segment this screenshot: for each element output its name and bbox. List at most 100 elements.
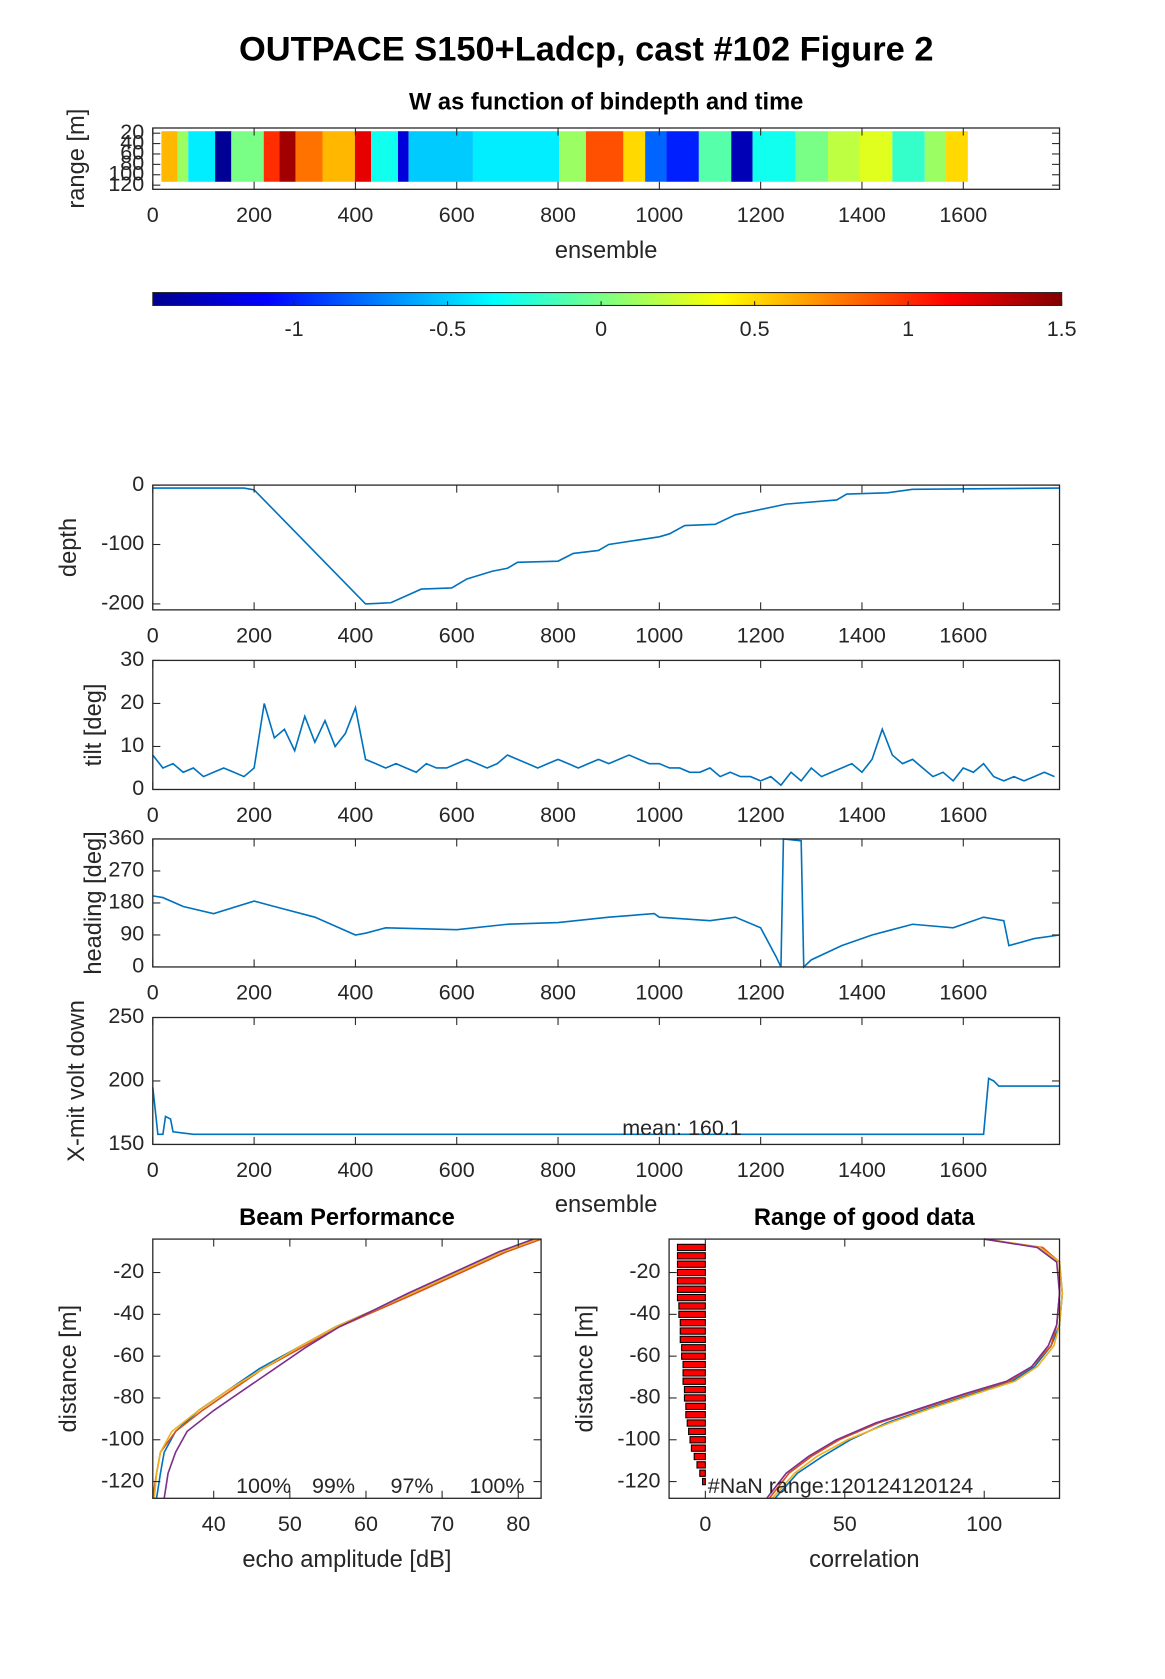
y-axis-label: tilt [deg] xyxy=(81,684,107,767)
bar xyxy=(676,1252,706,1260)
x-tick-label: 400 xyxy=(337,1158,373,1182)
x-tick-label: 50 xyxy=(278,1512,302,1536)
x-axis-label: correlation xyxy=(809,1547,919,1573)
y-tick-label: -100 xyxy=(617,1426,660,1450)
heat-cell xyxy=(279,131,296,182)
data-line xyxy=(152,703,1055,787)
x-tick-label: 0 xyxy=(147,803,159,827)
bar xyxy=(683,1394,706,1402)
y-tick-label: 90 xyxy=(120,922,144,946)
y-tick-label: -60 xyxy=(113,1343,144,1367)
x-tick-label: 1400 xyxy=(838,981,886,1005)
profile-line xyxy=(771,1238,1064,1499)
x-tick-label: 60 xyxy=(354,1512,378,1536)
x-tick-label: 1600 xyxy=(939,981,987,1005)
y-tick-label: -120 xyxy=(617,1468,660,1492)
axes-frame xyxy=(152,1238,542,1499)
heat-cell xyxy=(322,131,355,182)
x-tick-label: 1400 xyxy=(838,1158,886,1182)
bar xyxy=(682,1360,706,1369)
x-tick-label: 1400 xyxy=(838,623,886,647)
axes-frame xyxy=(668,1238,1061,1499)
x-tick-label: 1600 xyxy=(939,203,987,227)
axes-title: Beam Performance xyxy=(239,1205,455,1231)
x-tick-label: 800 xyxy=(540,981,576,1005)
y-tick-label: 30 xyxy=(120,647,144,671)
x-tick-label: 0 xyxy=(147,203,159,227)
heat-cell xyxy=(295,131,323,182)
bar xyxy=(696,1461,706,1469)
x-tick-label: 800 xyxy=(540,203,576,227)
heat-cell xyxy=(752,131,796,182)
x-tick-label: 1200 xyxy=(737,623,785,647)
heat-cell xyxy=(559,131,586,182)
colorbar-tick-label: 0.5 xyxy=(740,317,770,341)
y-tick-label: 60 xyxy=(120,141,144,165)
y-axis-label: heading [deg] xyxy=(81,831,107,974)
heat-cell xyxy=(645,131,667,182)
y-tick-label: -200 xyxy=(101,591,144,615)
bar xyxy=(676,1260,706,1268)
y-tick-label: 150 xyxy=(108,1131,144,1155)
x-tick-label: 0 xyxy=(699,1512,711,1536)
x-tick-label: 0 xyxy=(147,623,159,647)
axes-frame xyxy=(152,127,1061,190)
y-axis-label: distance [m] xyxy=(573,1305,599,1433)
heat-cell xyxy=(698,131,732,182)
x-tick-label: 100 xyxy=(966,1512,1002,1536)
bar xyxy=(681,1352,706,1360)
plot-area xyxy=(669,1239,1060,1499)
axes-frame xyxy=(152,484,1061,611)
heat-cell xyxy=(408,131,473,182)
y-tick-label: -20 xyxy=(113,1259,144,1283)
bar xyxy=(683,1385,706,1394)
y-tick-label: 360 xyxy=(108,826,144,850)
x-tick-label: 70 xyxy=(430,1512,454,1536)
x-tick-label: 1000 xyxy=(635,803,683,827)
y-tick-label: -120 xyxy=(101,1468,144,1492)
x-tick-label: 1600 xyxy=(939,803,987,827)
y-tick-label: -80 xyxy=(113,1385,144,1409)
annotation: 99% xyxy=(312,1474,355,1498)
bar xyxy=(690,1444,706,1452)
y-tick-label: 180 xyxy=(108,890,144,914)
y-tick-label: 80 xyxy=(120,151,144,175)
heat-cell xyxy=(946,131,968,182)
heat-cell xyxy=(924,131,947,182)
bar xyxy=(682,1369,706,1377)
heat-cell xyxy=(585,131,624,182)
x-tick-label: 200 xyxy=(236,623,272,647)
y-axis-label: range [m] xyxy=(64,109,90,209)
bar xyxy=(679,1335,706,1344)
heat-cell xyxy=(231,131,264,182)
heat-cell xyxy=(354,131,372,182)
x-tick-label: 800 xyxy=(540,803,576,827)
colorbar-tick-label: 1.5 xyxy=(1047,317,1077,341)
colorbar-tick-label: -1 xyxy=(284,317,303,341)
colorbar-tick-label: 1 xyxy=(902,317,914,341)
bar xyxy=(685,1402,706,1410)
bar xyxy=(676,1277,706,1285)
y-tick-label: -80 xyxy=(629,1385,660,1409)
heat-cell xyxy=(215,131,232,182)
x-tick-label: 50 xyxy=(833,1512,857,1536)
profile-line xyxy=(153,1238,538,1499)
heat-cell xyxy=(795,131,829,182)
x-tick-label: 1200 xyxy=(737,981,785,1005)
heat-cell xyxy=(828,131,860,182)
heat-cell xyxy=(397,131,409,182)
bar xyxy=(679,1319,706,1327)
bar xyxy=(676,1285,706,1293)
bar xyxy=(689,1436,706,1444)
bar xyxy=(685,1411,706,1419)
x-tick-label: 600 xyxy=(439,803,475,827)
x-tick-label: 0 xyxy=(147,1158,159,1182)
colorbar-tick-label: -0.5 xyxy=(429,317,466,341)
heat-cell xyxy=(892,131,925,182)
axes-title: W as function of bindepth and time xyxy=(409,90,803,116)
y-axis-label: depth xyxy=(56,518,82,577)
axes-title: Range of good data xyxy=(754,1205,976,1231)
x-tick-label: 40 xyxy=(202,1512,226,1536)
